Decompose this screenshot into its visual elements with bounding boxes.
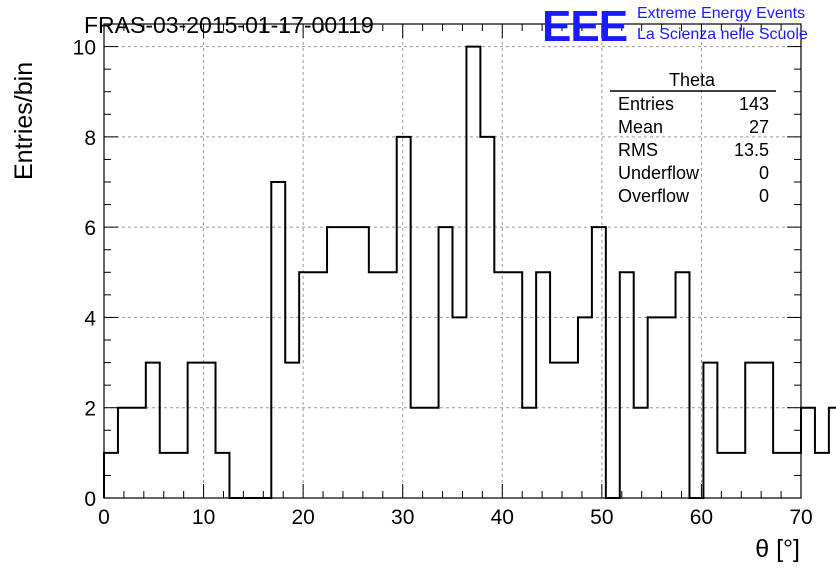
histogram-bin xyxy=(773,453,787,498)
histogram-bin xyxy=(160,453,174,498)
histogram-bin xyxy=(717,453,731,498)
histogram-bin xyxy=(550,363,564,498)
y-tick-label: 0 xyxy=(84,488,96,511)
logo-line-1: Extreme Energy Events xyxy=(637,5,805,22)
stats-value-mean: 27 xyxy=(749,117,769,137)
stats-value-entries: 143 xyxy=(739,94,769,114)
histogram-bin xyxy=(299,272,313,498)
histogram-bin xyxy=(815,453,829,498)
run-title: FRAS-03-2015-01-17-00119 xyxy=(84,12,374,38)
stats-label-entries: Entries xyxy=(618,94,674,114)
stats-box: Theta Entries 143 Mean 27 RMS 13.5 Under… xyxy=(610,70,776,206)
histogram-bin xyxy=(620,272,634,498)
histogram-bin xyxy=(174,453,188,498)
histogram-bin xyxy=(759,363,773,498)
x-tick-label: 70 xyxy=(789,506,812,529)
x-tick-label: 50 xyxy=(590,506,613,529)
histogram-bin xyxy=(522,408,536,498)
histogram-series xyxy=(103,45,836,499)
stats-title: Theta xyxy=(669,70,716,90)
histogram-bin xyxy=(369,272,383,498)
x-tick-label: 10 xyxy=(192,506,215,529)
histogram-bin xyxy=(703,363,717,498)
x-axis-label: θ [°] xyxy=(755,535,800,563)
histogram-bin xyxy=(132,408,146,498)
histogram-bin xyxy=(745,363,759,498)
x-tick-label: 30 xyxy=(391,506,414,529)
histogram-bin xyxy=(676,272,690,498)
x-tick-label: 40 xyxy=(491,506,514,529)
histogram-bin xyxy=(355,227,369,498)
histogram-bin xyxy=(216,453,230,498)
logo-line-2: La Scienza nelle Scuole xyxy=(637,26,808,43)
histogram-bin xyxy=(327,227,341,498)
eee-logo: EEE Extreme Energy Events La Scienza nel… xyxy=(542,2,808,51)
histogram-outline xyxy=(103,45,836,499)
stats-label-underflow: Underflow xyxy=(618,163,700,183)
histogram-bin xyxy=(731,453,745,498)
stats-rows: Entries 143 Mean 27 RMS 13.5 Underflow 0… xyxy=(618,94,769,206)
y-tick-label: 4 xyxy=(84,307,96,330)
y-axis-label: Entries/bin xyxy=(10,62,38,180)
stats-label-overflow: Overflow xyxy=(618,186,690,206)
stats-label-mean: Mean xyxy=(618,117,663,137)
y-tick-label: 8 xyxy=(84,127,96,150)
histogram-bin xyxy=(313,272,327,498)
x-tick-label: 60 xyxy=(690,506,713,529)
histogram-bin xyxy=(508,272,522,498)
y-tick-label: 6 xyxy=(84,217,96,240)
histogram-bin xyxy=(285,363,299,498)
histogram-bin xyxy=(146,363,160,498)
histogram-bin xyxy=(634,408,648,498)
axis-ticks xyxy=(103,23,802,499)
stats-value-underflow: 0 xyxy=(759,163,769,183)
y-tick-label: 10 xyxy=(73,37,96,60)
x-tick-label: 20 xyxy=(291,506,314,529)
histogram-bin xyxy=(341,227,355,498)
histogram-bin xyxy=(648,317,662,498)
histogram-bin xyxy=(411,408,425,498)
histogram-bin xyxy=(536,272,550,498)
histogram-bin xyxy=(202,363,216,498)
y-tick-label: 2 xyxy=(84,398,96,421)
stats-value-overflow: 0 xyxy=(759,186,769,206)
histogram-bin xyxy=(118,408,132,498)
stats-label-rms: RMS xyxy=(618,140,658,160)
histogram-bin xyxy=(494,272,508,498)
histogram-bin xyxy=(271,182,285,498)
histogram-bin xyxy=(425,408,439,498)
stats-value-rms: 13.5 xyxy=(734,140,769,160)
tick-labels: 0 10 20 30 40 50 60 70 0 2 4 6 8 10 xyxy=(73,37,813,529)
histogram-bin xyxy=(592,227,606,498)
histogram-bin xyxy=(801,408,815,498)
histogram-bin xyxy=(829,408,836,498)
histogram-bin xyxy=(439,227,453,498)
x-tick-label: 0 xyxy=(98,506,110,529)
histogram-bin xyxy=(564,363,578,498)
histogram-bin xyxy=(188,363,202,498)
plot-frame xyxy=(103,23,802,499)
logo-mark: EEE xyxy=(542,2,627,51)
histogram-bin xyxy=(383,272,397,498)
histogram-bin xyxy=(466,47,480,498)
